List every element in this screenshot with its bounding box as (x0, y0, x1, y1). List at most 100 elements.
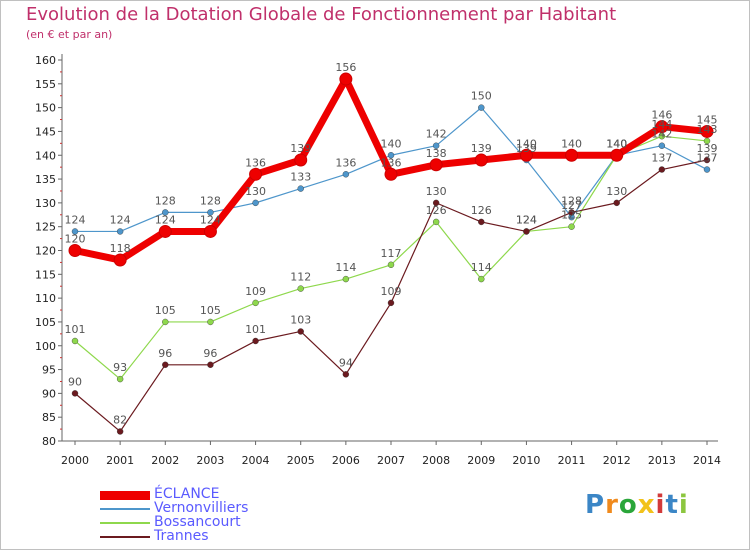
data-point (252, 299, 259, 307)
x-tick-label: 2009 (467, 454, 495, 467)
x-tick-label: 2005 (287, 454, 315, 467)
data-label: 137 (697, 152, 718, 165)
data-label: 143 (697, 123, 718, 136)
data-point (478, 275, 485, 283)
data-label: 105 (155, 304, 176, 317)
proxiti-logo: Proxiti (585, 490, 689, 520)
data-label: 136 (245, 156, 266, 169)
data-point (523, 228, 530, 235)
data-point (519, 148, 533, 162)
data-point (568, 209, 575, 216)
legend-label-trannes: Trannes (154, 528, 209, 544)
data-label: 139 (697, 142, 718, 155)
data-label: 146 (651, 109, 672, 122)
data-label: 145 (697, 113, 718, 126)
x-tick-label: 2014 (693, 454, 721, 467)
data-point (339, 72, 353, 86)
logo-letter: P (585, 490, 606, 520)
x-tick-label: 2013 (648, 454, 676, 467)
data-label: 96 (203, 347, 217, 360)
legend-swatch-trannes (100, 536, 150, 538)
x-tick-label: 2002 (151, 454, 179, 467)
y-tick-label: 115 (35, 268, 56, 281)
x-tick-label: 2003 (196, 454, 224, 467)
data-point (432, 142, 440, 149)
data-point (342, 171, 350, 178)
data-point (294, 153, 308, 167)
y-tick-label: 140 (35, 149, 56, 162)
data-label: 105 (200, 304, 221, 317)
data-point (610, 148, 624, 162)
data-point (568, 223, 575, 230)
data-label: 128 (561, 194, 582, 207)
data-label: 125 (561, 209, 582, 222)
data-point (207, 209, 214, 216)
data-label: 126 (426, 204, 447, 217)
data-label: 103 (290, 313, 311, 326)
logo-letter: i (678, 490, 689, 520)
data-point (252, 199, 259, 207)
data-point (252, 337, 259, 345)
data-point (703, 156, 711, 164)
data-label: 136 (335, 156, 356, 169)
data-point (478, 104, 485, 111)
data-point (113, 253, 127, 267)
data-label: 128 (155, 194, 176, 207)
y-tick-label: 135 (35, 173, 56, 186)
data-point (658, 142, 666, 149)
y-tick-label: 85 (42, 411, 56, 424)
data-label: 114 (335, 261, 356, 274)
data-point (432, 199, 440, 207)
data-point (703, 137, 711, 145)
data-label: 142 (426, 128, 447, 141)
y-tick-label: 125 (35, 221, 56, 234)
y-tick-label: 145 (35, 125, 56, 138)
data-label: 126 (471, 204, 492, 217)
data-label: 137 (651, 152, 672, 165)
y-tick-label: 130 (35, 197, 56, 210)
legend-swatch-bossancourt (100, 522, 150, 524)
data-label: 130 (426, 185, 447, 198)
data-label: 139 (290, 142, 311, 155)
data-label: 139 (471, 142, 492, 155)
data-point (387, 152, 395, 159)
data-point (162, 361, 169, 368)
data-label: 114 (471, 261, 492, 274)
data-label: 130 (606, 185, 627, 198)
data-point (297, 185, 304, 192)
data-point (387, 261, 395, 268)
data-label: 101 (65, 323, 86, 336)
legend-swatch-vernonvilliers (100, 508, 150, 510)
data-point (71, 337, 79, 345)
data-point (478, 218, 485, 226)
data-point (71, 390, 79, 397)
logo-letter: i (655, 490, 666, 520)
data-label: 150 (471, 90, 492, 103)
logo-letter: r (605, 490, 619, 520)
data-label: 127 (561, 199, 582, 212)
data-label: 109 (381, 285, 402, 298)
legend-swatch-eclance (100, 491, 150, 500)
data-label: 133 (290, 171, 311, 184)
data-label: 140 (381, 137, 402, 150)
y-tick-label: 150 (35, 102, 56, 115)
data-label: 90 (68, 375, 82, 388)
data-point (116, 428, 124, 435)
data-point (613, 199, 620, 207)
data-label: 124 (110, 213, 131, 226)
data-label: 156 (335, 61, 356, 74)
y-tick-label: 105 (35, 316, 56, 329)
data-point (116, 228, 124, 235)
legend-label-vernonvilliers: Vernonvilliers (154, 500, 249, 516)
data-label: 82 (113, 413, 127, 426)
data-label: 130 (245, 185, 266, 198)
data-label: 112 (290, 271, 311, 284)
data-point (297, 285, 304, 292)
data-label: 140 (561, 137, 582, 150)
data-point (387, 299, 395, 307)
data-point (203, 224, 217, 238)
data-label: 96 (158, 347, 172, 360)
data-point (158, 224, 172, 238)
data-point (71, 228, 79, 235)
